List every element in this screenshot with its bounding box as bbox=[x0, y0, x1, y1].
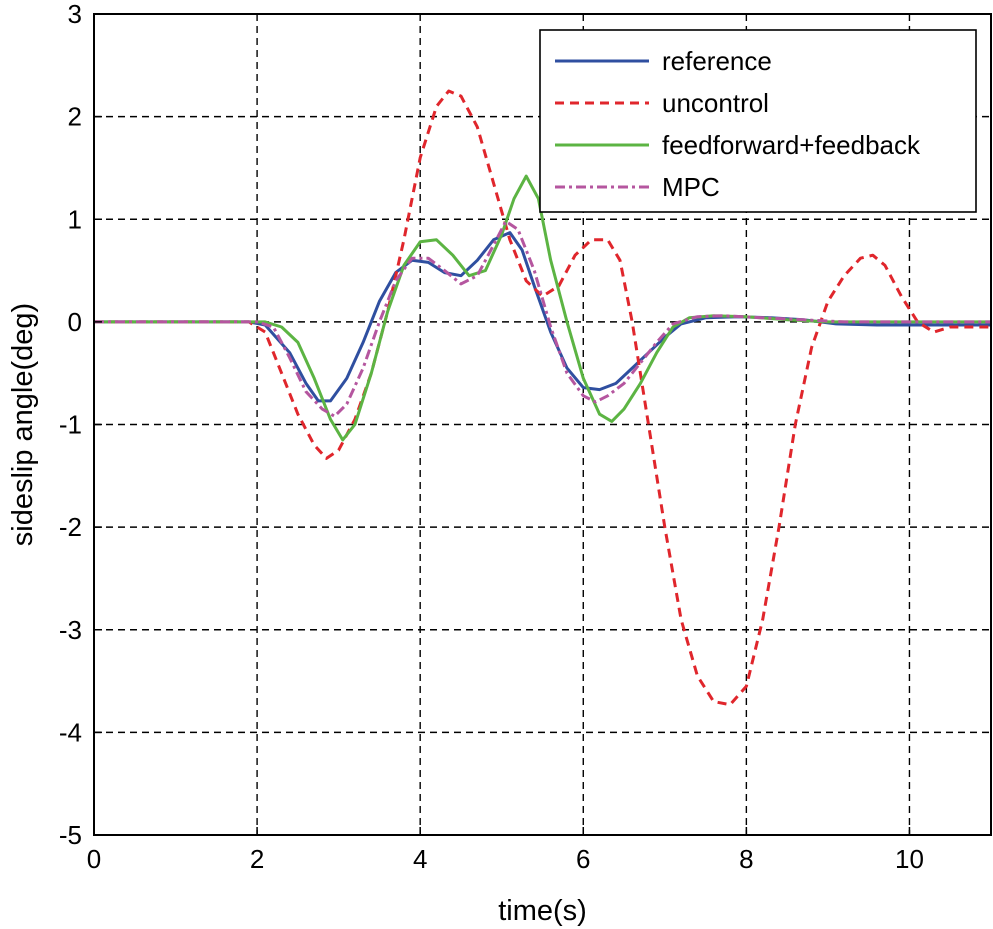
x-tick-label: 6 bbox=[576, 844, 590, 874]
x-tick-label: 4 bbox=[413, 844, 427, 874]
legend-label: MPC bbox=[662, 172, 720, 202]
y-tick-label: -5 bbox=[59, 820, 82, 850]
y-tick-label: 3 bbox=[68, 0, 82, 29]
x-tick-label: 8 bbox=[739, 844, 753, 874]
y-tick-label: 0 bbox=[68, 307, 82, 337]
y-axis-title: sideslip angle(deg) bbox=[7, 303, 39, 546]
legend-label: uncontrol bbox=[662, 88, 769, 118]
legend: reference uncontrol feedforward+feedback MP… bbox=[539, 29, 977, 213]
y-tick-label: 2 bbox=[68, 102, 82, 132]
y-tick-label: -4 bbox=[59, 717, 82, 747]
x-tick-label: 2 bbox=[250, 844, 264, 874]
x-axis-title: time(s) bbox=[498, 895, 587, 927]
series-lines bbox=[94, 89, 991, 707]
x-tick-label: 0 bbox=[87, 844, 101, 874]
series-line-reference bbox=[94, 231, 991, 403]
legend-label: feedforward+feedback bbox=[662, 130, 921, 160]
y-tick-label: 1 bbox=[68, 204, 82, 234]
legend-label: reference bbox=[662, 46, 772, 76]
series-line-feedforward-feedback bbox=[94, 174, 991, 442]
y-tick-label: -1 bbox=[59, 410, 82, 440]
y-tick-label: -2 bbox=[59, 512, 82, 542]
series-line-mpc bbox=[94, 219, 991, 418]
x-tick-label: 10 bbox=[895, 844, 924, 874]
y-tick-label: -3 bbox=[59, 615, 82, 645]
axis-ticks: 0 2 4 6 8 10 -5 -4 -3 -2 -1 0 1 2 3 bbox=[59, 0, 924, 874]
series-line-uncontrol bbox=[94, 89, 991, 707]
